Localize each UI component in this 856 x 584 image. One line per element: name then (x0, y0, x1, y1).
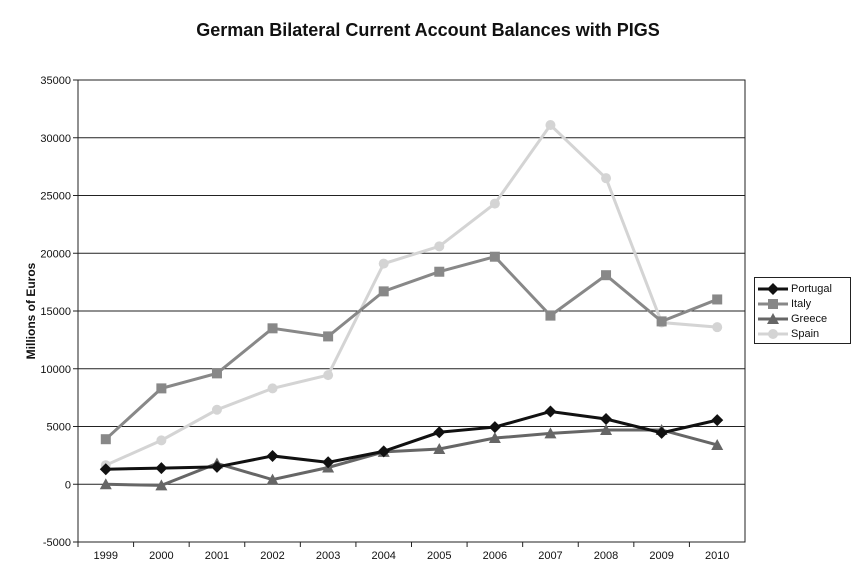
series-line-italy (104, 255, 718, 441)
legend: Portugal Italy Greece Spain (754, 277, 851, 344)
legend-marker (767, 312, 779, 324)
data-point-portugal (266, 449, 279, 462)
data-point-portugal (544, 405, 557, 418)
y-tick-label: 5000 (47, 422, 71, 434)
data-point-italy (267, 323, 278, 334)
diamond-marker-icon (758, 282, 788, 295)
y-tick-label: 20000 (40, 248, 71, 260)
data-point-greece (600, 423, 613, 435)
y-tick-label: 25000 (40, 191, 71, 203)
data-point-spain (434, 241, 445, 252)
y-tick-label: 10000 (40, 364, 71, 376)
data-point-greece (711, 438, 724, 450)
data-point-italy (211, 368, 222, 379)
x-tick-label: 2008 (594, 550, 618, 562)
triangle-marker-icon (758, 312, 788, 324)
data-point-italy (100, 434, 111, 445)
data-point-portugal (210, 460, 223, 473)
data-point-italy (601, 270, 612, 281)
data-point-spain (267, 383, 278, 394)
circle-marker-icon (758, 328, 788, 339)
data-point-portugal (433, 426, 446, 439)
legend-label: Italy (791, 297, 812, 310)
x-tick-label: 2010 (705, 550, 729, 562)
x-tick-label: 2005 (427, 550, 451, 562)
x-tick-label: 2003 (316, 550, 340, 562)
data-point-spain (323, 370, 334, 381)
data-point-italy (378, 286, 389, 297)
data-point-italy (323, 331, 334, 342)
y-tick-label: 15000 (40, 306, 71, 318)
data-point-spain (156, 435, 167, 446)
legend-marker (767, 282, 779, 295)
x-tick-label: 2004 (371, 550, 395, 562)
data-point-italy (489, 251, 500, 262)
series-line-portugal (105, 409, 718, 471)
data-point-spain (211, 404, 222, 415)
data-point-greece (544, 427, 557, 439)
data-point-portugal (322, 456, 335, 469)
data-point-spain (489, 198, 500, 209)
data-point-italy (656, 316, 667, 327)
data-point-italy (545, 310, 556, 321)
chart-title: German Bilateral Current Account Balance… (196, 20, 660, 40)
data-point-greece (155, 479, 168, 491)
data-point-greece (488, 432, 501, 444)
data-point-spain (601, 173, 612, 184)
data-point-greece (433, 443, 446, 455)
legend-item-spain: Spain (758, 326, 850, 341)
x-tick-label: 2006 (483, 550, 507, 562)
x-tick-label: 2002 (260, 550, 284, 562)
data-point-greece (99, 478, 112, 490)
legend-item-greece: Greece (758, 311, 850, 326)
data-point-portugal (377, 445, 390, 458)
legend-label: Greece (791, 312, 828, 325)
data-point-portugal (99, 463, 112, 476)
x-tick-label: 2009 (649, 550, 673, 562)
data-point-italy (712, 294, 723, 305)
data-point-portugal (600, 412, 613, 425)
data-point-portugal (488, 421, 501, 434)
y-tick-label: -5000 (43, 537, 71, 549)
data-point-portugal (155, 462, 168, 475)
x-tick-label: 2007 (538, 550, 562, 562)
series-line-greece (105, 428, 718, 487)
y-tick-label: 30000 (40, 133, 71, 145)
data-point-italy (156, 383, 167, 394)
data-point-portugal (655, 426, 668, 439)
data-point-spain (712, 322, 723, 333)
series-line-spain (105, 122, 718, 467)
legend-item-portugal: Portugal (758, 281, 850, 296)
y-tick-label: 0 (65, 479, 71, 491)
data-point-greece (266, 473, 279, 485)
data-point-portugal (711, 414, 724, 427)
legend-label: Spain (791, 327, 820, 340)
legend-marker (768, 328, 778, 339)
x-tick-label: 2001 (205, 550, 229, 562)
data-point-spain (378, 258, 389, 269)
legend-marker (768, 298, 778, 309)
square-marker-icon (758, 298, 788, 309)
legend-label: Portugal (791, 282, 832, 295)
data-point-italy (434, 266, 445, 277)
legend-item-italy: Italy (758, 296, 850, 311)
data-point-spain (545, 120, 556, 131)
x-tick-label: 2000 (149, 550, 173, 562)
x-tick-label: 1999 (94, 550, 118, 562)
y-tick-label: 35000 (40, 75, 71, 87)
